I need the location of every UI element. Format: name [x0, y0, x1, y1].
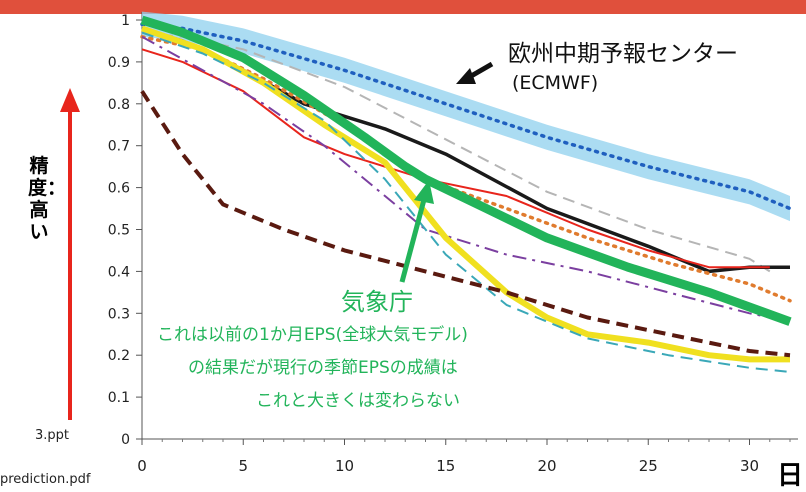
series-line-3 [141, 48, 770, 269]
y-tick-label: 0.4 [108, 264, 130, 280]
confidence-band-group [142, 11, 790, 222]
series-band-0 [142, 11, 790, 222]
series-line-9 [140, 15, 792, 326]
y-tick-label: 0 [121, 432, 130, 448]
x-axis-unit-label: 日 [777, 461, 804, 491]
y-axis-note: 精度：高い [28, 155, 67, 243]
jma-arrow-head [414, 180, 434, 204]
accuracy-arrow-head [60, 88, 80, 112]
ecmwf-sub-label: (ECMWF) [512, 72, 599, 94]
y-tick-label: 0.7 [108, 139, 130, 155]
y-tick-label: 0.8 [108, 97, 130, 113]
y-tick-label: 1 [121, 13, 130, 29]
jma-note-line-3: これと大きくは変わらない [256, 391, 460, 411]
x-tick-label: 25 [639, 457, 658, 475]
x-tick-label: 0 [137, 457, 147, 475]
source-pdf-label: prediction.pdf [0, 472, 91, 487]
header-banner [0, 0, 806, 14]
x-tick-label: 30 [740, 457, 759, 475]
y-tick-label: 0.9 [108, 55, 130, 71]
series-line-0 [140, 22, 792, 211]
x-tick-label: 5 [238, 457, 248, 475]
y-tick-label: 0.2 [108, 348, 130, 364]
ecmwf-arrow-head [456, 68, 476, 84]
series-line-8 [140, 90, 791, 358]
jma-arrow-shaft [399, 195, 428, 283]
y-tick-label: 0.1 [108, 390, 130, 406]
x-tick-label: 20 [537, 457, 556, 475]
y-tick-label: 0.3 [108, 306, 130, 322]
series-line-6 [141, 25, 790, 363]
series-line-7 [141, 31, 791, 373]
ecmwf-label: 欧州中期予報センター [508, 41, 738, 67]
x-tick-label: 10 [335, 457, 354, 475]
y-tick-label: 0.6 [108, 181, 130, 197]
jma-label: 気象庁 [341, 288, 413, 316]
series-group [140, 15, 792, 373]
jma-note-line-2: の結果だが現行の季節EPSの成績は [188, 358, 458, 378]
axes-group: 00.10.20.30.40.50.60.70.80.910 5 10 15 20 25 3… [108, 12, 798, 475]
x-tick-label: 15 [436, 457, 455, 475]
jma-note-line-1: これは以前の1か月EPS(全球大気モデル) [157, 325, 468, 345]
y-tick-label: 0.5 [108, 223, 130, 239]
decoration-group [60, 61, 494, 420]
source-ppt-label: 3.ppt [35, 428, 70, 443]
